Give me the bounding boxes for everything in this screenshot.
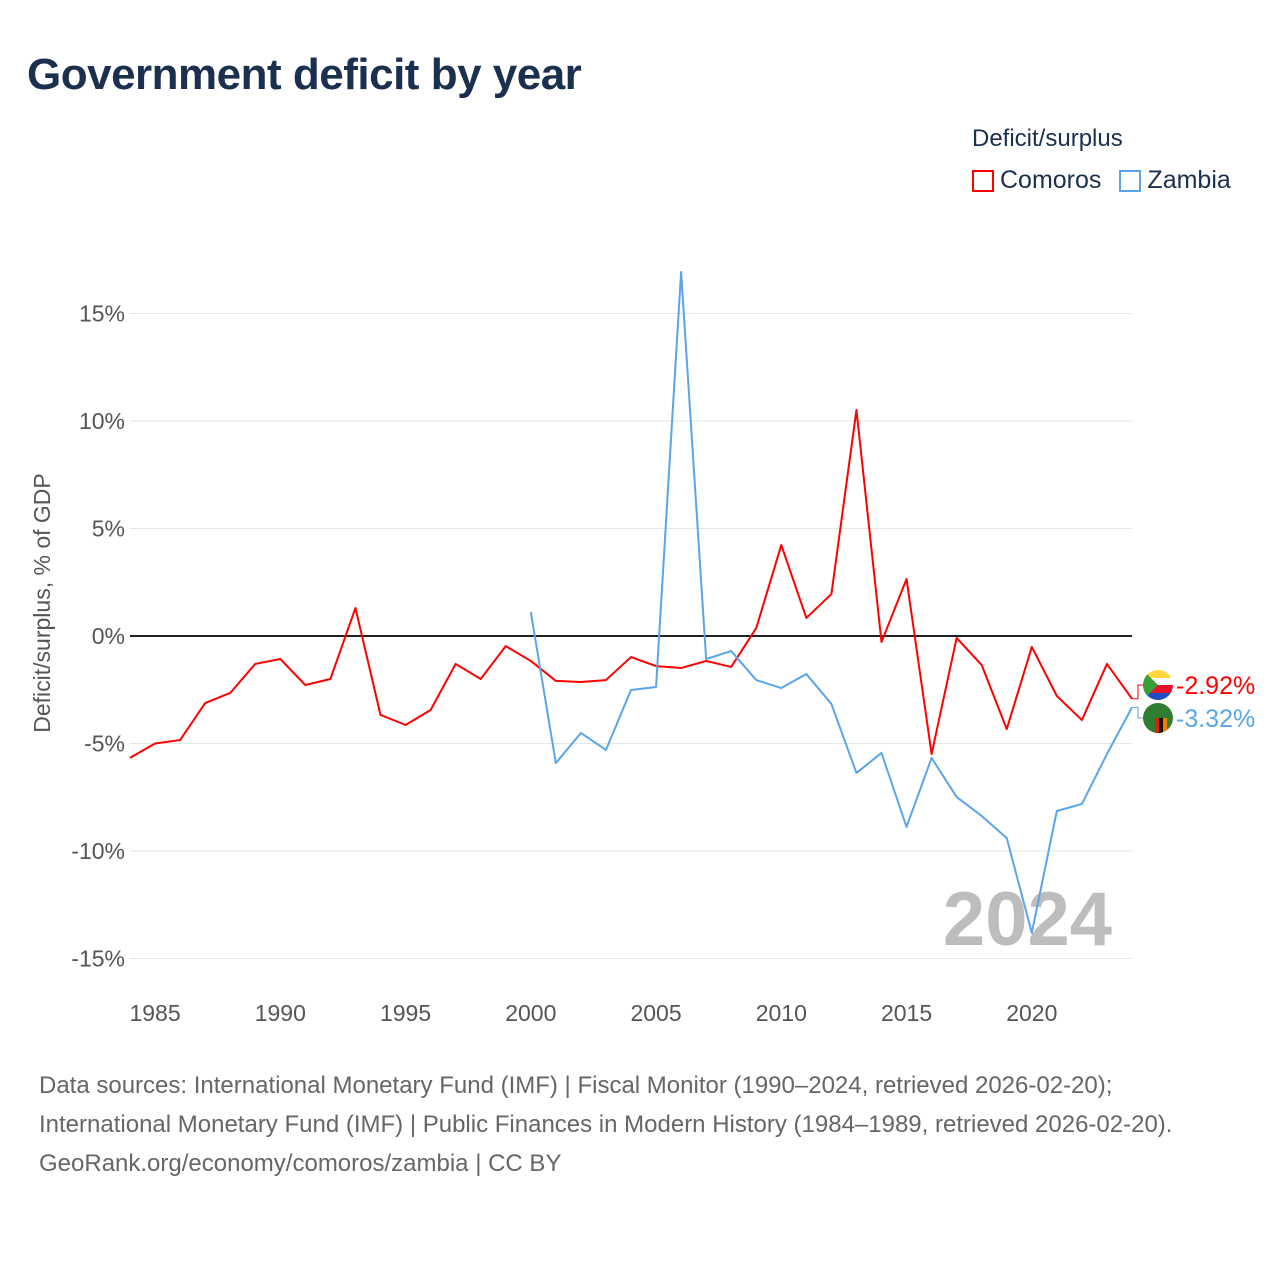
series-line-zambia	[529, 271, 1133, 934]
y-tick-label: 0%	[92, 623, 125, 649]
flag-comoros-icon	[1143, 670, 1173, 700]
y-tick-label: -5%	[84, 731, 125, 757]
legend-label: Comoros	[1000, 166, 1102, 194]
legend-title: Deficit/surplus	[972, 125, 1123, 152]
page-title: Government deficit by year	[27, 50, 582, 99]
legend-swatch-zambia	[1119, 169, 1142, 192]
y-tick-label: 15%	[79, 301, 125, 327]
x-tick-label: 2015	[881, 1000, 932, 1026]
data-sources: Data sources: International Monetary Fun…	[39, 1072, 1173, 1138]
y-tick-label: 5%	[92, 516, 125, 542]
x-tick-label: 1995	[380, 1000, 431, 1026]
y-axis-label: Deficit/surplus, % of GDP	[29, 473, 55, 732]
legend-item-zambia[interactable]: Zambia	[1119, 166, 1231, 195]
flag-zambia-icon	[1143, 703, 1173, 733]
legend-item-comoros[interactable]: Comoros	[972, 166, 1101, 195]
footer: Data sources: International Monetary Fun…	[39, 1066, 1239, 1183]
y-tick-label: -15%	[71, 946, 125, 972]
y-tick-label: 10%	[79, 408, 125, 434]
y-tick-label: -10%	[71, 838, 125, 864]
legend-swatch-comoros	[972, 169, 994, 192]
x-tick-label: 2000	[505, 1000, 556, 1026]
x-tick-label: 2010	[756, 1000, 807, 1026]
end-value-label: -2.92%	[1176, 672, 1255, 700]
series-line-comoros	[129, 409, 1133, 759]
x-tick-label: 1985	[129, 1000, 180, 1026]
end-label-connector	[1132, 684, 1144, 700]
x-tick-label: 2005	[630, 1000, 681, 1026]
end-value-label: -3.32%	[1176, 705, 1255, 733]
x-tick-label: 2020	[1006, 1000, 1057, 1026]
legend: Comoros Zambia	[972, 166, 1231, 195]
end-label-connector	[1132, 706, 1144, 719]
x-tick-label: 1990	[255, 1000, 306, 1026]
legend-label: Zambia	[1147, 166, 1231, 194]
credit-link[interactable]: GeoRank.org/economy/comoros/zambia | CC …	[39, 1150, 562, 1177]
